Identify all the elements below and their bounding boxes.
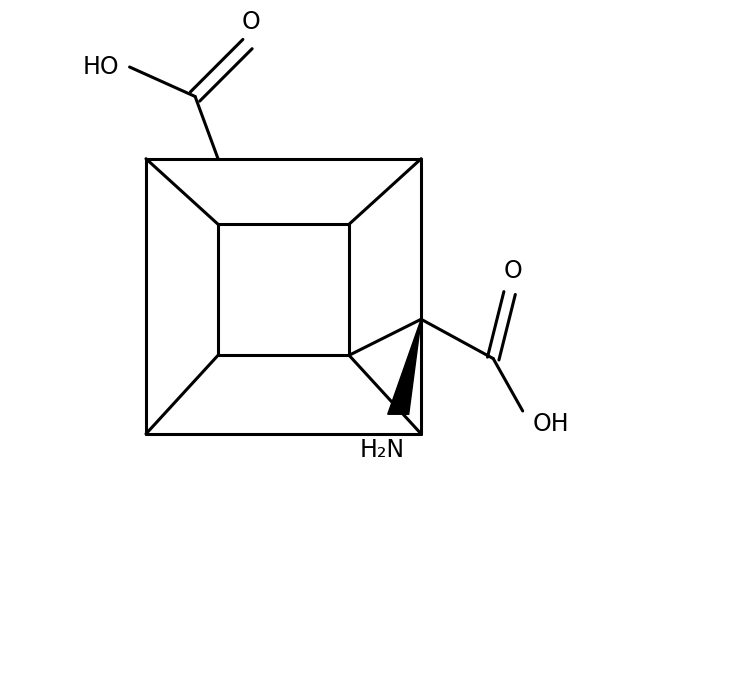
Text: H₂N: H₂N bbox=[359, 439, 405, 462]
Polygon shape bbox=[388, 319, 421, 414]
Text: O: O bbox=[241, 10, 260, 34]
Text: HO: HO bbox=[83, 55, 120, 79]
Text: O: O bbox=[504, 259, 522, 283]
Text: OH: OH bbox=[533, 412, 569, 436]
